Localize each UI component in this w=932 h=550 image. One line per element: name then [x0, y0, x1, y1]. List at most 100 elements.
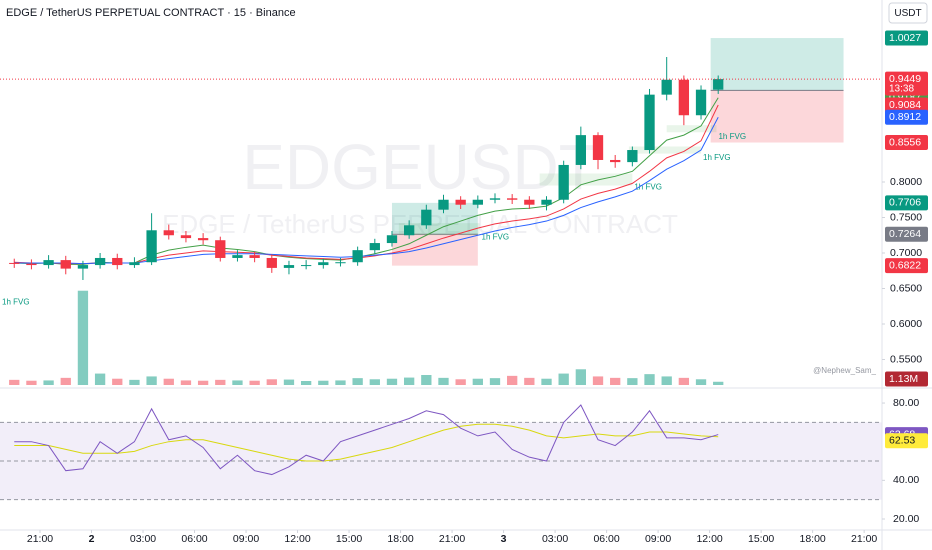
rsi-tick-label: 20.00 — [893, 513, 919, 525]
candle-body — [94, 257, 106, 266]
volume-bar — [77, 290, 89, 385]
x-tick-label: 12:00 — [696, 533, 722, 545]
y-tick-label: 0.7500 — [890, 211, 922, 223]
rsi-line — [14, 404, 719, 476]
volume-bar — [472, 378, 483, 385]
volume-bar — [610, 377, 621, 385]
currency[interactable]: USDT — [894, 8, 921, 19]
rsi-tick-label: 80.00 — [893, 397, 919, 409]
candle-body — [146, 230, 157, 263]
y-tick-label: 0.6000 — [890, 318, 922, 330]
volume-bar — [713, 381, 724, 385]
x-tick-label: 2 — [89, 533, 95, 545]
candle-body — [592, 135, 604, 160]
fvg-label: 1h FVG — [482, 232, 510, 241]
volume-bar — [352, 378, 363, 385]
ma-tag — [885, 97, 928, 113]
y-tick-label: 0.5500 — [890, 353, 922, 365]
x-tick-label: 15:00 — [748, 533, 774, 545]
position-profit — [710, 38, 844, 91]
target-tag-label: 0.7706 — [889, 197, 921, 209]
candle-body — [507, 198, 518, 200]
rsi-tick-label: 40.00 — [893, 474, 919, 486]
candle-body — [215, 240, 226, 258]
entry-tag-label: 0.7264 — [889, 228, 921, 240]
y-tick-label: 0.6500 — [890, 282, 922, 294]
x-tick-label: 15:00 — [336, 533, 362, 545]
volume-bar — [26, 380, 37, 385]
candle-body — [249, 255, 260, 258]
candle-body — [300, 265, 312, 267]
target-tag-label: 1.0027 — [889, 32, 921, 44]
x-tick-label: 3 — [501, 533, 507, 545]
volume-bar — [369, 379, 380, 385]
candle-body — [661, 79, 672, 95]
candle-body — [60, 260, 71, 269]
volume-bar — [695, 379, 707, 385]
volume-bar — [575, 369, 586, 385]
author: @Nephew_Sam_ — [813, 366, 876, 375]
volume-bar — [335, 380, 346, 385]
candle-body — [335, 262, 346, 264]
y-tick-label: 0.7000 — [890, 247, 922, 259]
volume-bar — [403, 377, 415, 385]
currency-button[interactable] — [888, 2, 928, 24]
position-loss — [710, 90, 844, 143]
candle-body — [644, 94, 655, 151]
candle-body — [472, 199, 483, 205]
volume-bar — [232, 380, 243, 385]
candle-body — [266, 257, 277, 268]
volume-bar — [215, 379, 226, 385]
volume-bar — [558, 373, 569, 385]
volume-bar — [421, 375, 432, 385]
stop-tag — [885, 135, 928, 151]
candle-body — [43, 260, 54, 266]
candle-body — [386, 235, 398, 244]
volume-bar — [592, 376, 604, 385]
volume-bar — [489, 378, 501, 385]
volume-bar — [129, 379, 140, 385]
candle-body — [369, 243, 380, 251]
volume-bar — [627, 378, 638, 385]
candle-body — [610, 159, 621, 163]
chart-title: EDGE / TetherUS PERPETUAL CONTRACT · 15 … — [6, 7, 296, 19]
candle-body — [421, 209, 432, 226]
fvg-label: 1h FVG — [718, 132, 746, 141]
ma-tag-label: 0.9084 — [889, 99, 921, 111]
candle-body — [403, 225, 415, 236]
candle-body — [352, 250, 363, 263]
volume-bar — [300, 381, 312, 385]
fvg-zone — [666, 125, 717, 133]
candle-body — [455, 199, 466, 205]
y-tick-label: 0.8000 — [890, 176, 922, 188]
volume-bar — [541, 378, 552, 385]
volume-bar — [386, 378, 398, 385]
candle-body — [9, 262, 20, 264]
candle-body — [318, 262, 329, 266]
candle-body — [541, 199, 552, 205]
volume-bar — [678, 377, 690, 385]
volume-bar — [644, 374, 655, 385]
watermark: EDGEUSDT — [242, 131, 598, 203]
stop-tag — [885, 258, 928, 274]
fvg-zone — [628, 146, 702, 154]
volume-bar — [266, 379, 277, 385]
candle-body — [112, 257, 123, 266]
price-tag-countdown: 13:38 — [889, 84, 914, 95]
x-tick-label: 06:00 — [181, 533, 207, 545]
candle-body — [232, 255, 243, 258]
x-tick-label: 03:00 — [130, 533, 156, 545]
target-tag — [885, 195, 928, 211]
fvg-label: 1h FVG — [703, 153, 731, 162]
volume-bar — [146, 376, 157, 385]
volume-bar — [524, 377, 535, 385]
ma-tag — [885, 109, 928, 125]
candle-body — [678, 79, 690, 116]
x-tick-label: 21:00 — [851, 533, 877, 545]
x-tick-label: 06:00 — [593, 533, 619, 545]
volume-bar — [197, 380, 209, 385]
volume-bar — [318, 380, 329, 385]
volume-bar — [180, 380, 192, 385]
volume-bar — [43, 380, 54, 385]
